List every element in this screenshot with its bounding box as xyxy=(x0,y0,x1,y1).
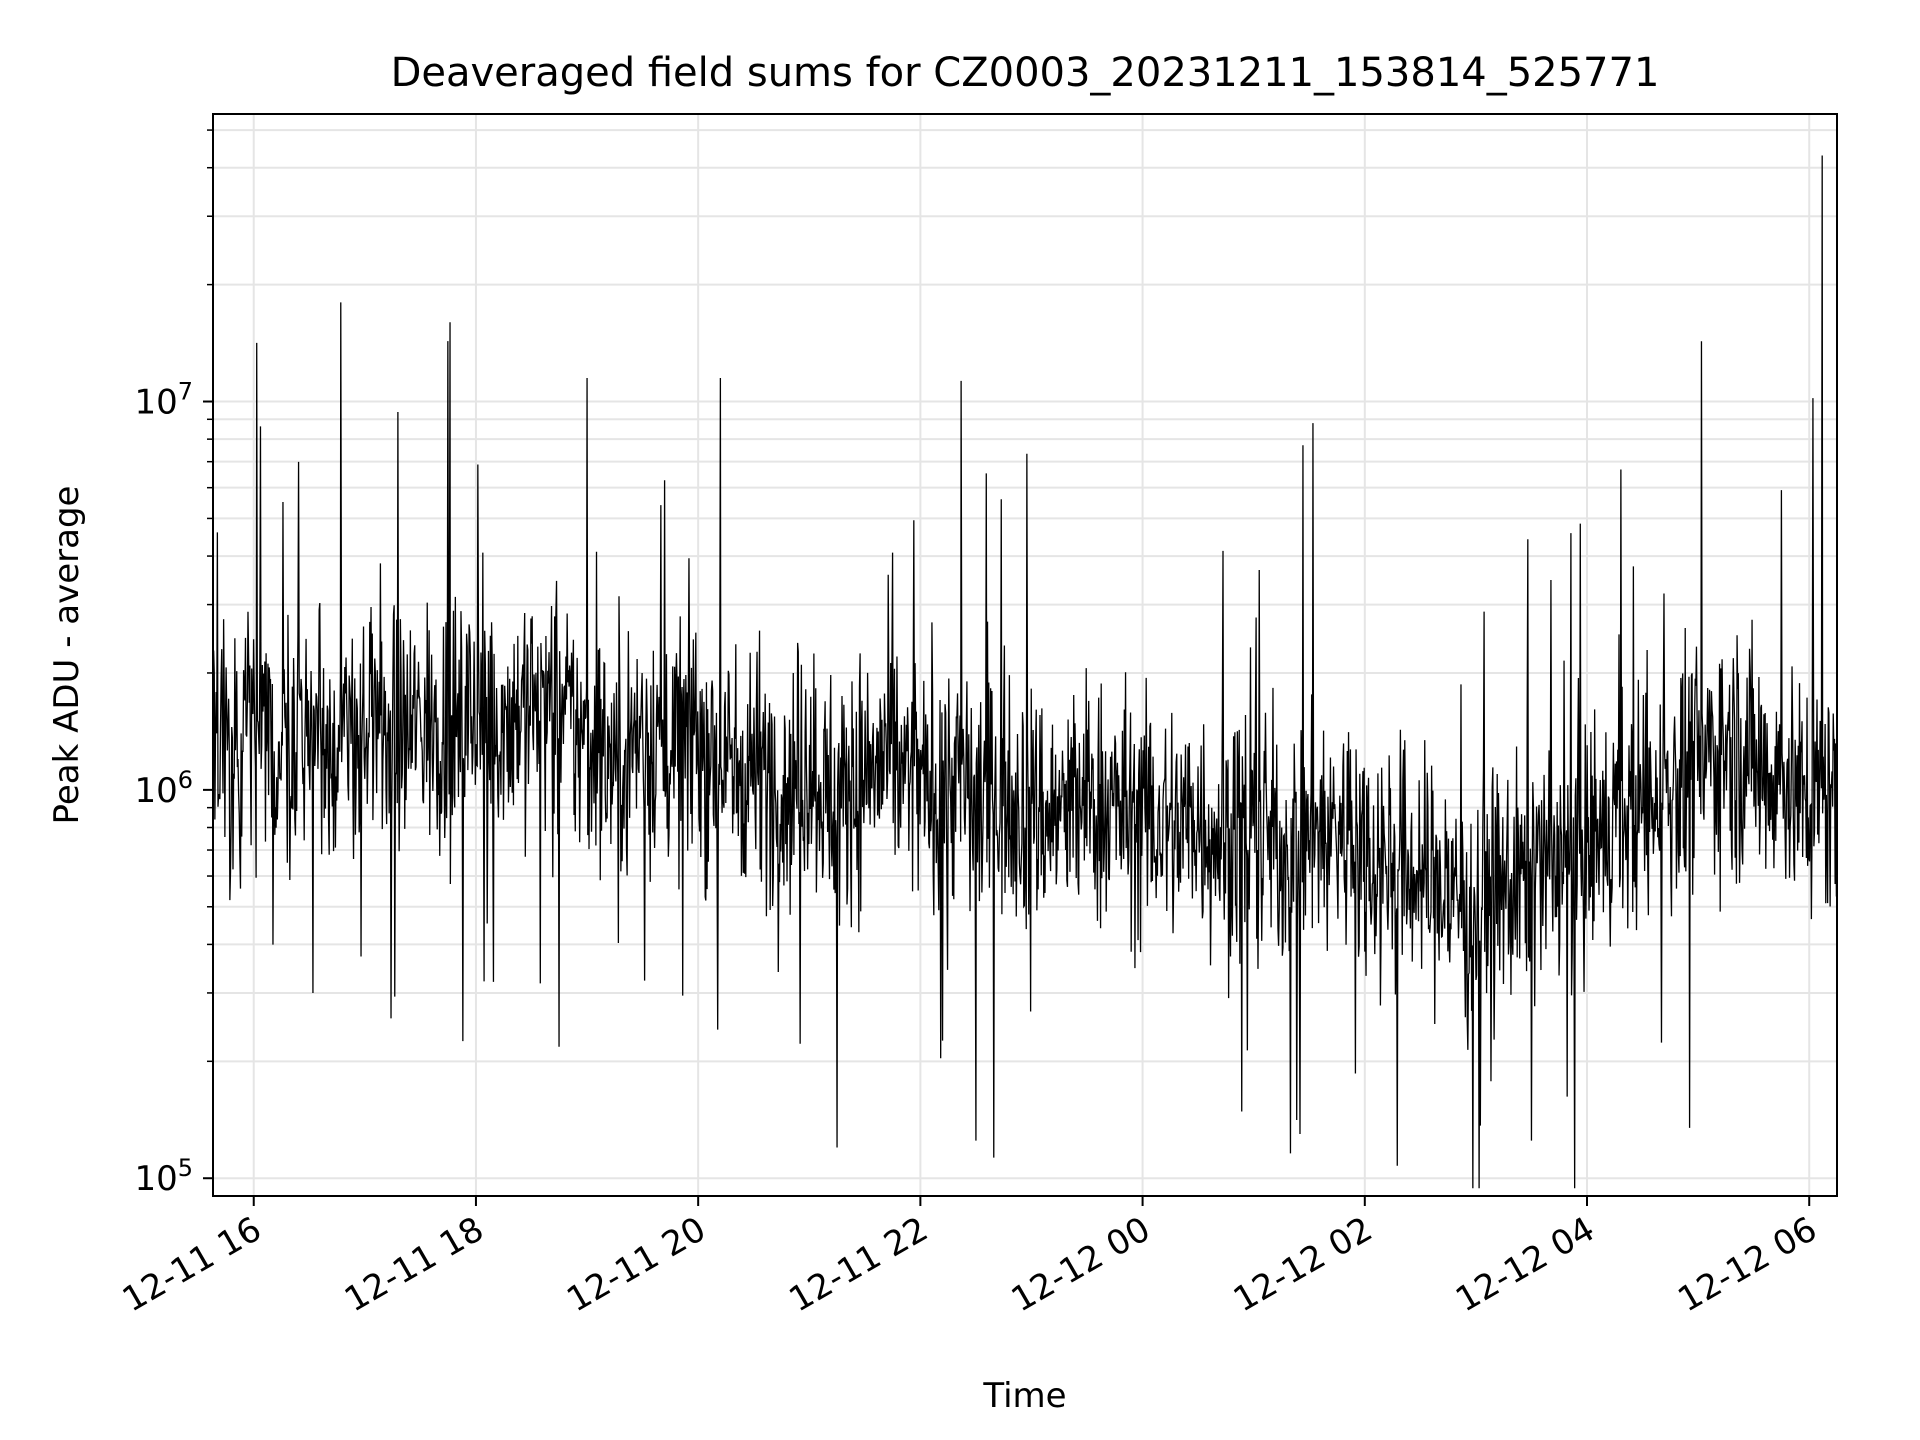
y-axis-label: Peak ADU - average xyxy=(47,486,87,825)
series-line xyxy=(213,155,1837,1189)
x-axis-label: Time xyxy=(982,1376,1066,1416)
y-tick-label-base: 10 xyxy=(134,1159,177,1199)
y-tick-label: 105 xyxy=(134,1154,193,1199)
series-layer xyxy=(213,155,1837,1189)
y-tick-label-exponent: 5 xyxy=(178,1154,193,1182)
chart-title: Deaveraged field sums for CZ0003_2023121… xyxy=(391,50,1660,96)
y-tick-label-base: 10 xyxy=(134,383,177,423)
y-tick-label-base: 10 xyxy=(134,771,177,811)
y-tick-label: 107 xyxy=(134,378,193,423)
y-tick-label-exponent: 6 xyxy=(178,766,193,794)
y-tick-label: 106 xyxy=(134,766,193,811)
y-tick-label-exponent: 7 xyxy=(178,378,193,406)
plot-frame xyxy=(212,113,1838,1197)
